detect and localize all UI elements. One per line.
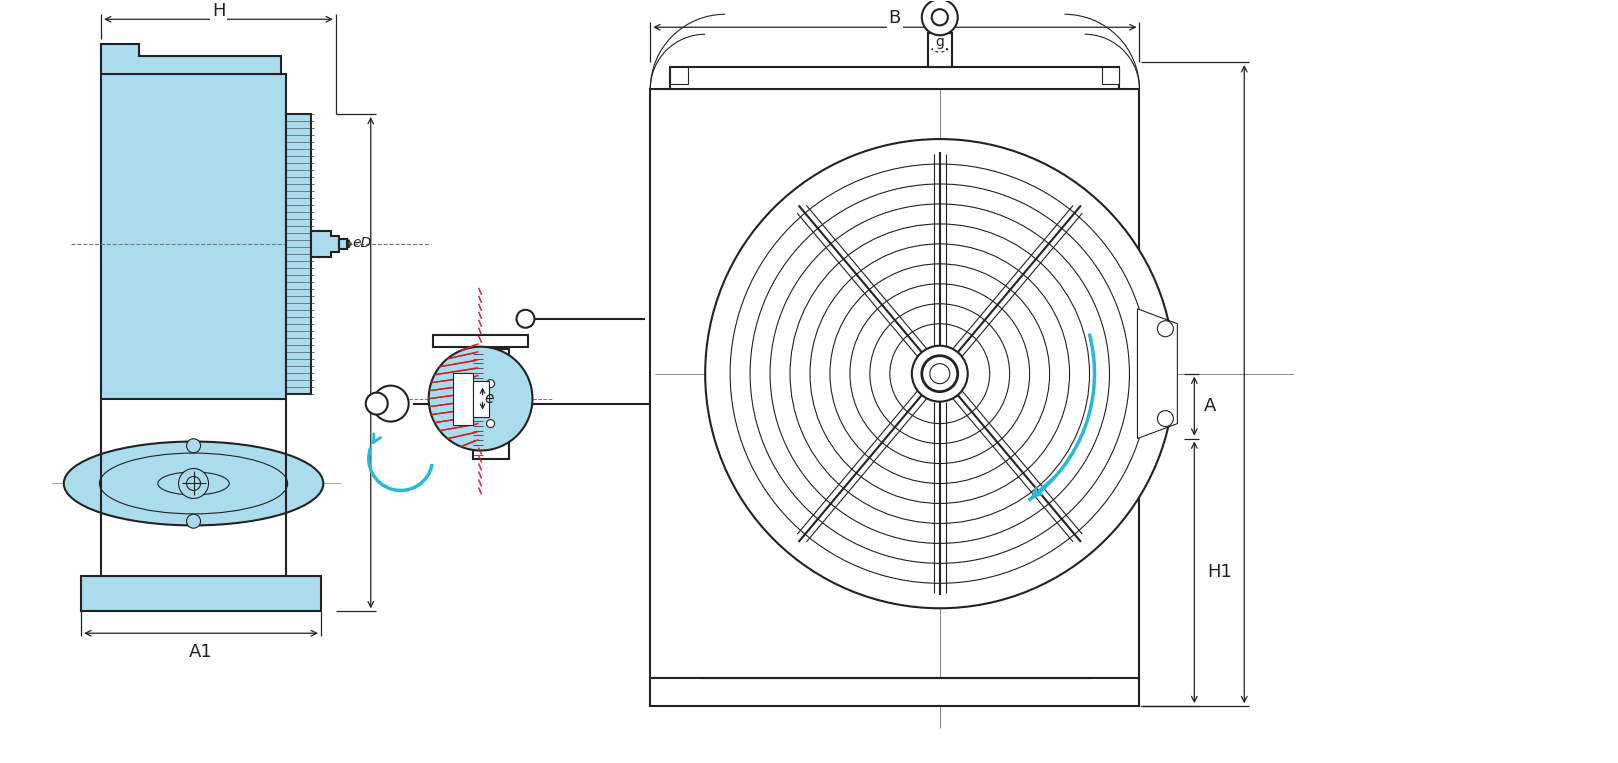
Text: g: g <box>935 35 945 50</box>
Circle shape <box>1157 410 1173 427</box>
Circle shape <box>487 380 495 388</box>
Circle shape <box>186 439 201 452</box>
Text: B: B <box>888 9 901 27</box>
Polygon shape <box>102 74 286 398</box>
Text: H1: H1 <box>1207 563 1233 581</box>
Ellipse shape <box>99 453 288 513</box>
Bar <box>670 67 688 84</box>
Polygon shape <box>286 114 311 394</box>
Circle shape <box>705 139 1175 608</box>
Circle shape <box>366 393 388 414</box>
Circle shape <box>932 9 948 25</box>
Ellipse shape <box>159 472 230 495</box>
Circle shape <box>516 310 534 328</box>
Bar <box>472 349 508 459</box>
Polygon shape <box>650 89 1139 678</box>
Bar <box>650 678 1139 706</box>
Circle shape <box>487 420 495 427</box>
Text: A: A <box>1204 397 1217 415</box>
Bar <box>448 385 476 422</box>
Bar <box>670 67 1120 89</box>
Circle shape <box>429 346 532 450</box>
Circle shape <box>922 0 958 35</box>
Bar <box>338 239 346 249</box>
Text: A1: A1 <box>189 643 214 662</box>
Bar <box>453 372 472 424</box>
Text: e: e <box>484 391 493 406</box>
Circle shape <box>186 476 201 491</box>
Polygon shape <box>1137 309 1178 439</box>
Bar <box>1102 67 1120 84</box>
Bar <box>432 335 529 346</box>
Circle shape <box>913 346 968 401</box>
Polygon shape <box>102 44 282 74</box>
Bar <box>927 34 951 67</box>
Circle shape <box>1157 320 1173 336</box>
Ellipse shape <box>63 442 324 526</box>
Polygon shape <box>311 231 338 257</box>
Text: H: H <box>212 2 225 21</box>
Circle shape <box>372 385 409 422</box>
Text: eD: eD <box>353 236 372 250</box>
Circle shape <box>930 364 950 384</box>
Circle shape <box>178 468 209 498</box>
Bar <box>472 381 489 417</box>
Circle shape <box>922 356 958 391</box>
Polygon shape <box>81 576 320 611</box>
Circle shape <box>186 514 201 528</box>
